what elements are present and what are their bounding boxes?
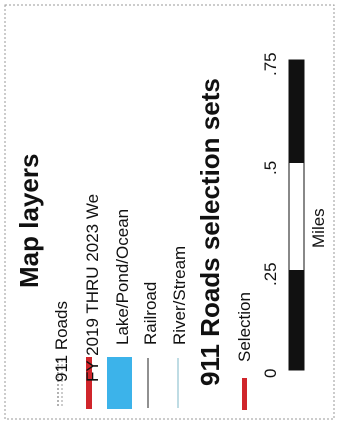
layer-label: River/Stream — [170, 246, 189, 345]
scale-label: 0 — [261, 369, 280, 378]
selection-title: 911 Roads selection sets — [195, 78, 225, 386]
scale-label: .75 — [261, 52, 280, 76]
layer-label: Lake/Pond/Ocean — [113, 209, 132, 345]
legend-title: Map layers — [14, 154, 44, 288]
scale-units: Miles — [309, 208, 328, 248]
legend-frame — [4, 4, 335, 420]
symbol-water — [107, 357, 132, 409]
layer-label: Railroad — [141, 282, 160, 345]
symbol-red-line — [86, 357, 92, 409]
scale-label: .25 — [261, 262, 280, 286]
scale-label: .5 — [261, 161, 280, 175]
scale-bar-segment — [289, 60, 304, 163]
scale-bar-segment — [289, 270, 304, 370]
layer-label: FY 2019 THRU 2023 We — [83, 194, 102, 382]
symbol-selection — [242, 378, 247, 410]
selection-label: Selection — [235, 292, 254, 362]
layer-label: 911 Roads — [52, 301, 71, 382]
